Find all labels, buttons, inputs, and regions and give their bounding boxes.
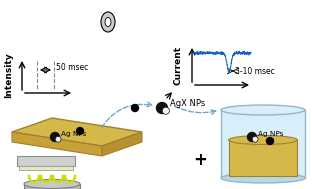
Ellipse shape xyxy=(221,173,305,183)
Ellipse shape xyxy=(229,136,297,145)
Text: Ag NPs: Ag NPs xyxy=(61,131,86,137)
Text: 50 msec: 50 msec xyxy=(56,64,88,73)
Polygon shape xyxy=(12,118,142,146)
Circle shape xyxy=(247,132,256,142)
Text: Current: Current xyxy=(173,45,183,84)
FancyBboxPatch shape xyxy=(19,166,73,170)
Polygon shape xyxy=(229,140,297,176)
Circle shape xyxy=(55,136,61,142)
Ellipse shape xyxy=(101,12,115,32)
Circle shape xyxy=(157,102,168,114)
FancyArrowPatch shape xyxy=(101,102,152,128)
Text: +: + xyxy=(193,151,207,169)
Ellipse shape xyxy=(221,105,305,115)
Circle shape xyxy=(76,128,84,135)
Text: Intensity: Intensity xyxy=(4,53,13,98)
Text: Ag NPs: Ag NPs xyxy=(258,131,283,137)
Circle shape xyxy=(252,136,258,142)
Polygon shape xyxy=(102,132,142,156)
Polygon shape xyxy=(221,110,305,178)
Ellipse shape xyxy=(105,18,111,26)
Ellipse shape xyxy=(24,180,80,188)
Circle shape xyxy=(131,105,139,112)
FancyArrowPatch shape xyxy=(174,106,216,114)
Circle shape xyxy=(51,132,60,142)
Polygon shape xyxy=(24,184,80,189)
Polygon shape xyxy=(12,132,102,156)
Text: AgX NPs: AgX NPs xyxy=(170,98,205,108)
Circle shape xyxy=(266,138,274,145)
Circle shape xyxy=(162,107,169,114)
FancyBboxPatch shape xyxy=(17,156,75,166)
Text: 3-10 msec: 3-10 msec xyxy=(235,67,275,75)
